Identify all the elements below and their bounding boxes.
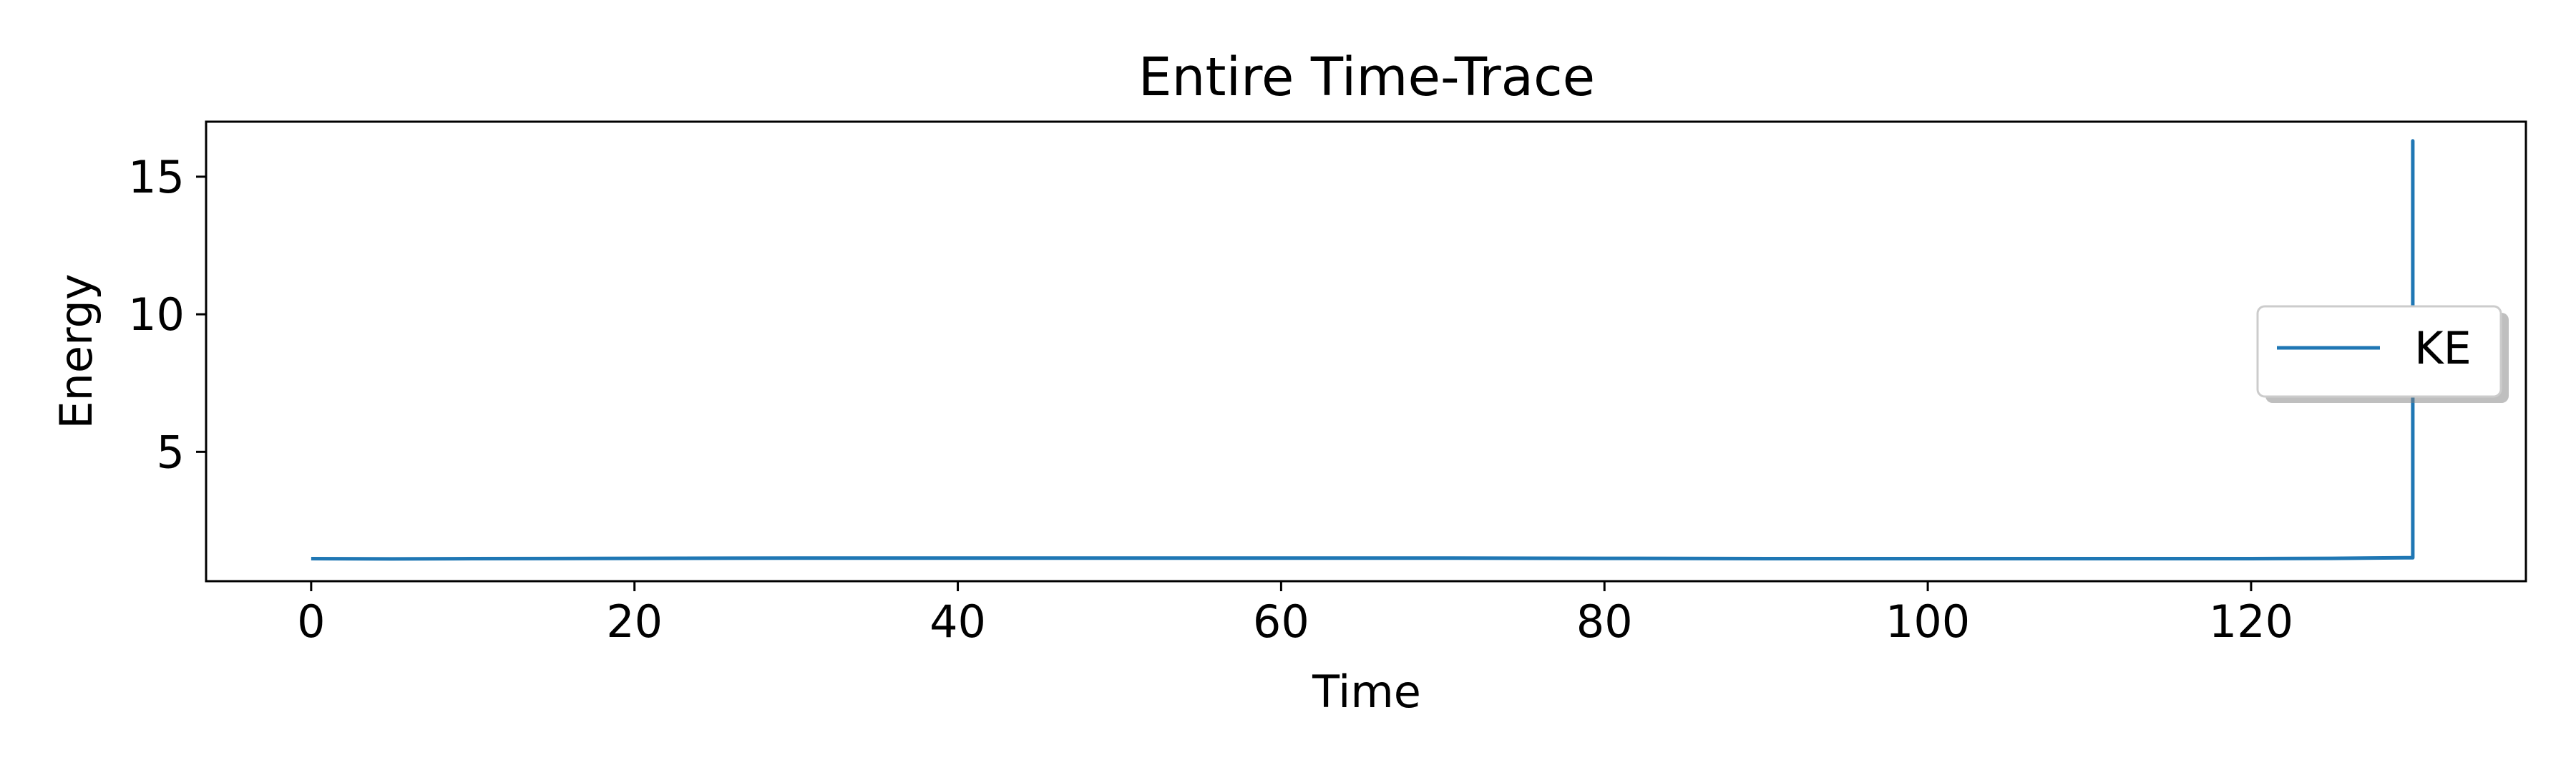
- series-line-ke: [311, 139, 2415, 561]
- y-axis-ticks: 5 10 15: [128, 151, 206, 478]
- x-tick-label: 120: [2209, 595, 2293, 648]
- legend-box: [2256, 305, 2502, 398]
- chart-title: Entire Time-Trace: [1138, 47, 1595, 108]
- legend-label-ke: KE: [2414, 322, 2472, 374]
- x-tick-label: 20: [606, 595, 663, 648]
- x-axis-label: Time: [1312, 666, 1421, 718]
- y-tick-label: 10: [128, 288, 185, 341]
- plot-frame: [205, 120, 2527, 583]
- plot-area: 0 20 40 60 80 100 120 5 10 15: [128, 120, 2527, 648]
- x-tick-label: 60: [1253, 595, 1309, 648]
- y-tick-label: 5: [157, 426, 185, 478]
- y-tick-label: 15: [128, 151, 185, 203]
- x-axis-ticks: 0 20 40 60 80 100 120: [297, 581, 2293, 648]
- legend: KE: [2256, 305, 2509, 403]
- y-axis-label: Energy: [50, 273, 102, 429]
- x-tick-label: 80: [1576, 595, 1633, 648]
- x-tick-label: 0: [297, 595, 325, 648]
- x-tick-label: 100: [1885, 595, 1970, 648]
- series-layer: [311, 139, 2415, 561]
- x-tick-label: 40: [930, 595, 986, 648]
